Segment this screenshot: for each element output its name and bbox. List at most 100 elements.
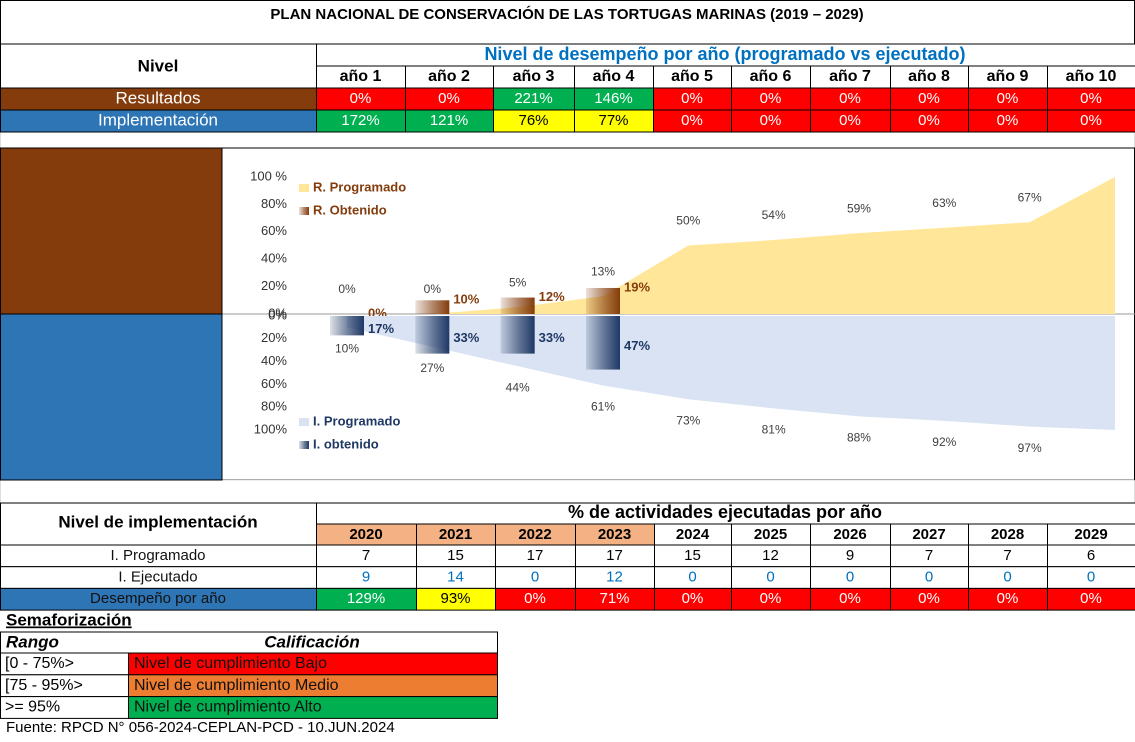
data-label: 19% xyxy=(624,279,650,294)
data-label: 61% xyxy=(591,400,615,414)
column-label: año 8 xyxy=(908,68,950,85)
corner-label: Nivel de implementación xyxy=(58,512,257,531)
value: 0% xyxy=(997,90,1019,107)
legend-swatch xyxy=(299,441,309,449)
value: 0 xyxy=(846,569,854,586)
data-label: 0% xyxy=(338,282,356,296)
value: 0% xyxy=(350,90,372,107)
value: 221% xyxy=(514,90,552,107)
table-header: % de actividades ejecutadas por año xyxy=(568,502,882,522)
y-tick-label: 80% xyxy=(261,399,287,414)
value: 129% xyxy=(347,590,385,607)
bar xyxy=(330,316,364,336)
area xyxy=(347,316,1115,430)
value: 9 xyxy=(362,569,370,586)
data-label: 54% xyxy=(762,208,786,222)
column-label: año 1 xyxy=(340,68,382,85)
value: 0 xyxy=(766,569,774,586)
data-label: 73% xyxy=(676,413,700,427)
column-label: Rango xyxy=(6,632,59,651)
value: 12 xyxy=(762,547,779,564)
column-label: año 4 xyxy=(593,68,635,85)
value: 76% xyxy=(518,112,548,129)
value: 15 xyxy=(447,547,464,564)
value: 7 xyxy=(1003,547,1011,564)
data-label: 17% xyxy=(368,321,394,336)
value: 6 xyxy=(1087,547,1095,564)
range: >= 95% xyxy=(5,699,60,716)
area xyxy=(347,177,1115,314)
value: 9 xyxy=(846,547,854,564)
value: 0% xyxy=(1080,90,1102,107)
data-label: 10% xyxy=(335,342,359,356)
value: 0% xyxy=(681,90,703,107)
column-label: 2021 xyxy=(439,526,472,543)
data-label: 47% xyxy=(624,338,650,353)
value: 0% xyxy=(918,90,940,107)
value-cell xyxy=(1047,587,1135,611)
row-label: Implementación xyxy=(98,110,218,129)
column-label: año 5 xyxy=(671,68,713,85)
value: 146% xyxy=(594,90,632,107)
legend-label: I. obtenido xyxy=(313,436,379,451)
column-label: año 7 xyxy=(829,68,871,85)
y-tick-label: 40% xyxy=(261,353,287,368)
table-header: Nivel de desempeño por año (programado v… xyxy=(484,44,965,64)
row-label: I. Programado xyxy=(110,547,205,564)
value: 77% xyxy=(598,112,628,129)
column-label: Calificación xyxy=(264,632,359,651)
y-tick-label: 0% xyxy=(268,305,287,320)
row-label: Resultados xyxy=(115,88,200,107)
value: 0% xyxy=(524,590,546,607)
column-label: 2026 xyxy=(833,526,866,543)
column-label: 2023 xyxy=(598,526,631,543)
y-tick-label: 20% xyxy=(261,330,287,345)
value: 0% xyxy=(1080,112,1102,129)
header-cell xyxy=(0,631,498,654)
data-label: 67% xyxy=(1018,190,1042,204)
value: 0% xyxy=(997,590,1019,607)
column-label: 2022 xyxy=(518,526,551,543)
y-tick-label: 0% xyxy=(268,307,287,322)
column-label: 2024 xyxy=(676,526,710,543)
corner-label: Nivel xyxy=(138,56,179,75)
value: 0% xyxy=(760,90,782,107)
value: 0% xyxy=(997,112,1019,129)
legend-label: R. Obtenido xyxy=(313,202,387,217)
value: 0% xyxy=(681,112,703,129)
value: 172% xyxy=(341,112,379,129)
value: 0% xyxy=(918,112,940,129)
y-tick-label: 100% xyxy=(254,421,288,436)
column-label: año 10 xyxy=(1066,68,1117,85)
value: 0 xyxy=(1003,569,1011,586)
data-label: 88% xyxy=(847,430,871,444)
row-label: Desempeño por año xyxy=(90,590,226,607)
value: 0% xyxy=(760,590,782,607)
data-label: 33% xyxy=(453,330,479,345)
rating: Nivel de cumplimiento Alto xyxy=(134,699,322,716)
value: 0 xyxy=(688,569,696,586)
data-label: 0% xyxy=(424,282,442,296)
source: Fuente: RPCD N° 056-2024-CEPLAN-PCD - 10… xyxy=(6,719,395,736)
corner-cell xyxy=(0,502,317,546)
value-cell xyxy=(1047,109,1135,133)
value: 0% xyxy=(438,90,460,107)
legend-label: I. Programado xyxy=(313,413,400,428)
y-tick-label: 60% xyxy=(261,376,287,391)
y-tick-label: 80% xyxy=(261,196,287,211)
value: 0 xyxy=(925,569,933,586)
value: 0 xyxy=(1087,569,1095,586)
column-label: 2025 xyxy=(754,526,787,543)
title-box xyxy=(0,0,1135,45)
value: 17 xyxy=(527,547,544,564)
row-label: I. Ejecutado xyxy=(118,569,197,586)
value: 71% xyxy=(599,590,629,607)
legend-title: Semaforización xyxy=(6,610,132,629)
value: 12 xyxy=(606,569,623,586)
data-label: 92% xyxy=(932,435,956,449)
column-label: 2020 xyxy=(349,526,382,543)
column-label: 2029 xyxy=(1074,526,1107,543)
value: 7 xyxy=(925,547,933,564)
value: 0% xyxy=(1080,590,1102,607)
